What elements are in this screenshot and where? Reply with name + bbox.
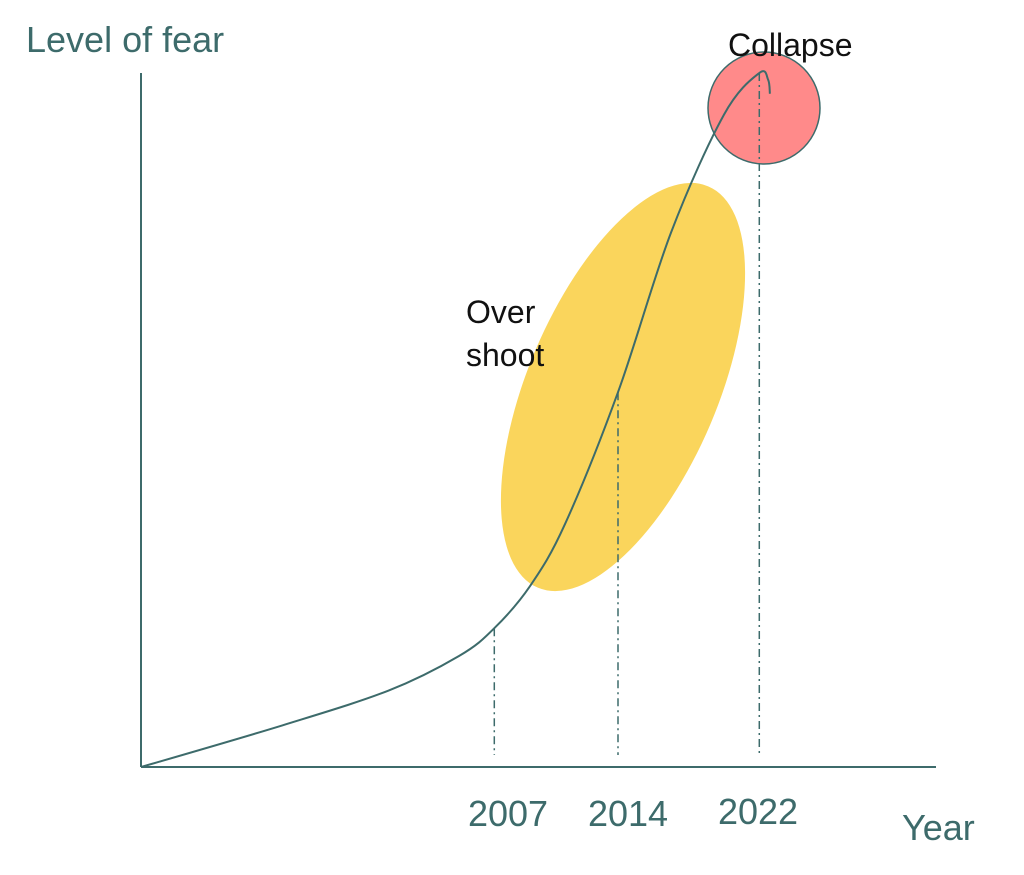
drop-lines [493, 73, 761, 755]
fear-curve-line [140, 70, 771, 768]
x-axis-title: Year [902, 807, 975, 848]
x-tick-label-2007: 2007 [468, 793, 548, 834]
collapse-label: Collapse [728, 27, 853, 63]
overshoot-label-line1: Over [466, 294, 536, 330]
overshoot-label-line2: shoot [466, 337, 544, 373]
x-tick-label-2014: 2014 [588, 793, 668, 834]
x-tick-label-2022: 2022 [718, 791, 798, 832]
overshoot-ellipse [500, 182, 746, 592]
collapse-circle [707, 51, 821, 165]
y-axis-title: Level of fear [26, 19, 224, 60]
